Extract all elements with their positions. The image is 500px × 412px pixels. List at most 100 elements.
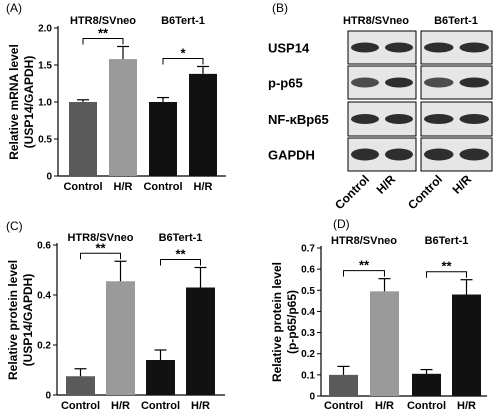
significance-marker: ** — [175, 247, 186, 262]
category-label: Control — [141, 400, 180, 412]
category-label: H/R — [191, 400, 210, 412]
y-tick-label: 0.3 — [301, 328, 315, 339]
blot-band — [351, 77, 379, 88]
y-tick-label: 0 — [46, 172, 52, 183]
significance-marker: ** — [441, 259, 452, 274]
y-tick-label: 1.5 — [38, 61, 52, 72]
y-axis-label-line2: (p-p65/p65) — [285, 290, 299, 354]
blot-lane-label: Control — [332, 172, 372, 212]
blot-band — [424, 148, 454, 161]
blot-band — [385, 148, 413, 161]
blot-band — [424, 77, 454, 88]
blot-band — [351, 148, 379, 161]
group-label: B6Tert-1 — [159, 232, 203, 244]
blot-row-label: NF-κBp65 — [268, 112, 329, 127]
bar — [329, 374, 358, 396]
western-blot-panel: (B) HTR8/SVneo B6Tert-1 USP14 p-p65 NF-κBp65 G… — [268, 1, 493, 212]
group-label: HTR8/SVneo — [331, 235, 397, 247]
significance-bracket — [160, 259, 201, 266]
panel-label: (C) — [6, 219, 23, 233]
bar — [69, 102, 97, 176]
blot-band — [385, 114, 413, 124]
y-tick-label: 0.5 — [38, 135, 52, 146]
bar — [186, 287, 215, 395]
blot-band — [459, 148, 489, 161]
blot-lane-label: Control — [405, 172, 445, 212]
bar — [66, 376, 95, 395]
y-axis-label-line2: (USP14/GAPDH) — [21, 274, 35, 367]
significance-marker: ** — [95, 240, 106, 255]
significance-bracket — [162, 57, 204, 65]
significance-bracket — [80, 252, 121, 260]
group-label: HTR8/SVneo — [70, 15, 136, 27]
y-tick-label: 0 — [309, 392, 315, 403]
category-label: H/R — [111, 400, 130, 412]
blot-group-label: HTR8/SVneo — [343, 15, 409, 27]
y-tick-label: 0.1 — [301, 370, 315, 381]
blot-band — [459, 77, 489, 88]
group-label: B6Tert-1 — [425, 235, 469, 247]
category-label: H/R — [194, 181, 213, 193]
y-tick-label: 1.0 — [38, 98, 52, 109]
y-tick-label: 0.5 — [301, 286, 315, 297]
significance-bracket — [426, 271, 467, 278]
group-label: B6Tert-1 — [161, 15, 205, 27]
y-tick-label: 2.0 — [38, 24, 52, 35]
bar — [189, 73, 217, 176]
y-tick-label: 0.2 — [301, 349, 315, 360]
bar — [452, 294, 481, 396]
blot-band — [351, 114, 379, 124]
bar — [146, 360, 175, 395]
blot-row-label: GAPDH — [268, 148, 315, 163]
blot-band — [424, 42, 454, 53]
y-tick-label: 0.4 — [301, 307, 315, 318]
y-axis-label-line2: (USP14/GAPDH) — [22, 56, 36, 149]
category-label: H/R — [457, 400, 476, 412]
y-tick-label: 0.4 — [37, 291, 51, 302]
significance-marker: * — [180, 45, 186, 60]
y-tick-label: 0.6 — [37, 241, 51, 252]
chart-panel-2: (D) Relative protein level (p-p65/p65) 0 0.1… — [270, 217, 487, 412]
blot-lane-label: H/R — [374, 172, 399, 197]
panel-label: (D) — [333, 217, 350, 231]
y-axis-label: Relative protein level — [6, 260, 20, 380]
blot-band — [459, 42, 489, 53]
bar — [109, 59, 137, 176]
y-tick-label: 0.7 — [301, 244, 315, 255]
bar — [370, 291, 399, 396]
significance-bracket — [343, 270, 385, 277]
category-label: Control — [61, 400, 100, 412]
blot-band — [385, 77, 413, 88]
blot-band — [385, 42, 413, 53]
category-label: Control — [407, 400, 446, 412]
blot-lane-label: H/R — [450, 172, 475, 197]
blot-band — [459, 114, 489, 124]
category-label: Control — [63, 181, 102, 193]
category-label: H/R — [375, 400, 394, 412]
y-tick-label: 0.2 — [37, 341, 51, 352]
blot-row-label: USP14 — [268, 41, 310, 56]
panel-label: (A) — [6, 1, 22, 15]
significance-marker: ** — [359, 258, 370, 273]
blot-band — [424, 114, 454, 124]
y-axis-label: Relative mRNA level — [7, 44, 21, 160]
category-label: Control — [324, 400, 363, 412]
y-axis-label: Relative protein level — [270, 262, 284, 382]
bar — [149, 102, 177, 176]
y-tick-label: 0.6 — [301, 265, 315, 276]
category-label: Control — [143, 181, 182, 193]
group-label: HTR8/SVneo — [67, 232, 133, 244]
bar — [106, 281, 135, 395]
bar — [412, 373, 441, 396]
category-label: H/R — [114, 181, 133, 193]
blot-row-label: p-p65 — [268, 76, 303, 91]
significance-bracket — [82, 38, 124, 45]
panel-label: (B) — [272, 1, 288, 15]
blot-band — [351, 42, 379, 53]
significance-marker: ** — [98, 26, 109, 41]
blot-group-label: B6Tert-1 — [434, 15, 478, 27]
y-tick-label: 0 — [45, 391, 51, 402]
chart-panel-0: (A) Relative mRNA level (USP14/GAPDH) 0 0.5 1… — [6, 1, 226, 193]
chart-panel-1: (C) Relative protein level (USP14/GAPDH) 0 0… — [6, 219, 225, 412]
